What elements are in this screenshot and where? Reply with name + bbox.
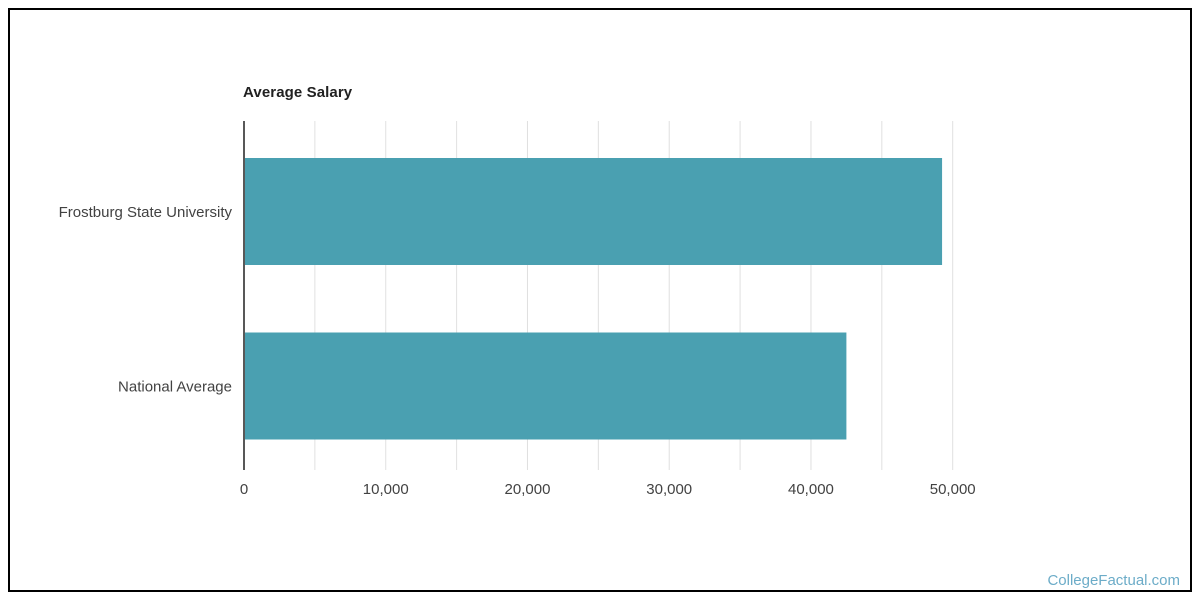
x-tick-label: 50,000 xyxy=(930,481,976,498)
watermark-link[interactable]: CollegeFactual.com xyxy=(1047,572,1180,589)
x-tick-label: 20,000 xyxy=(505,481,551,498)
chart-frame xyxy=(8,8,1192,592)
x-tick-label: 10,000 xyxy=(363,481,409,498)
category-label: National Average xyxy=(118,378,232,395)
category-label: Frostburg State University xyxy=(59,204,233,221)
x-tick-label: 0 xyxy=(240,481,248,498)
bar[interactable] xyxy=(245,158,943,265)
x-tick-label: 30,000 xyxy=(646,481,692,498)
x-tick-label: 40,000 xyxy=(788,481,834,498)
bar[interactable] xyxy=(245,332,847,440)
chart-title: Average Salary xyxy=(243,84,353,101)
